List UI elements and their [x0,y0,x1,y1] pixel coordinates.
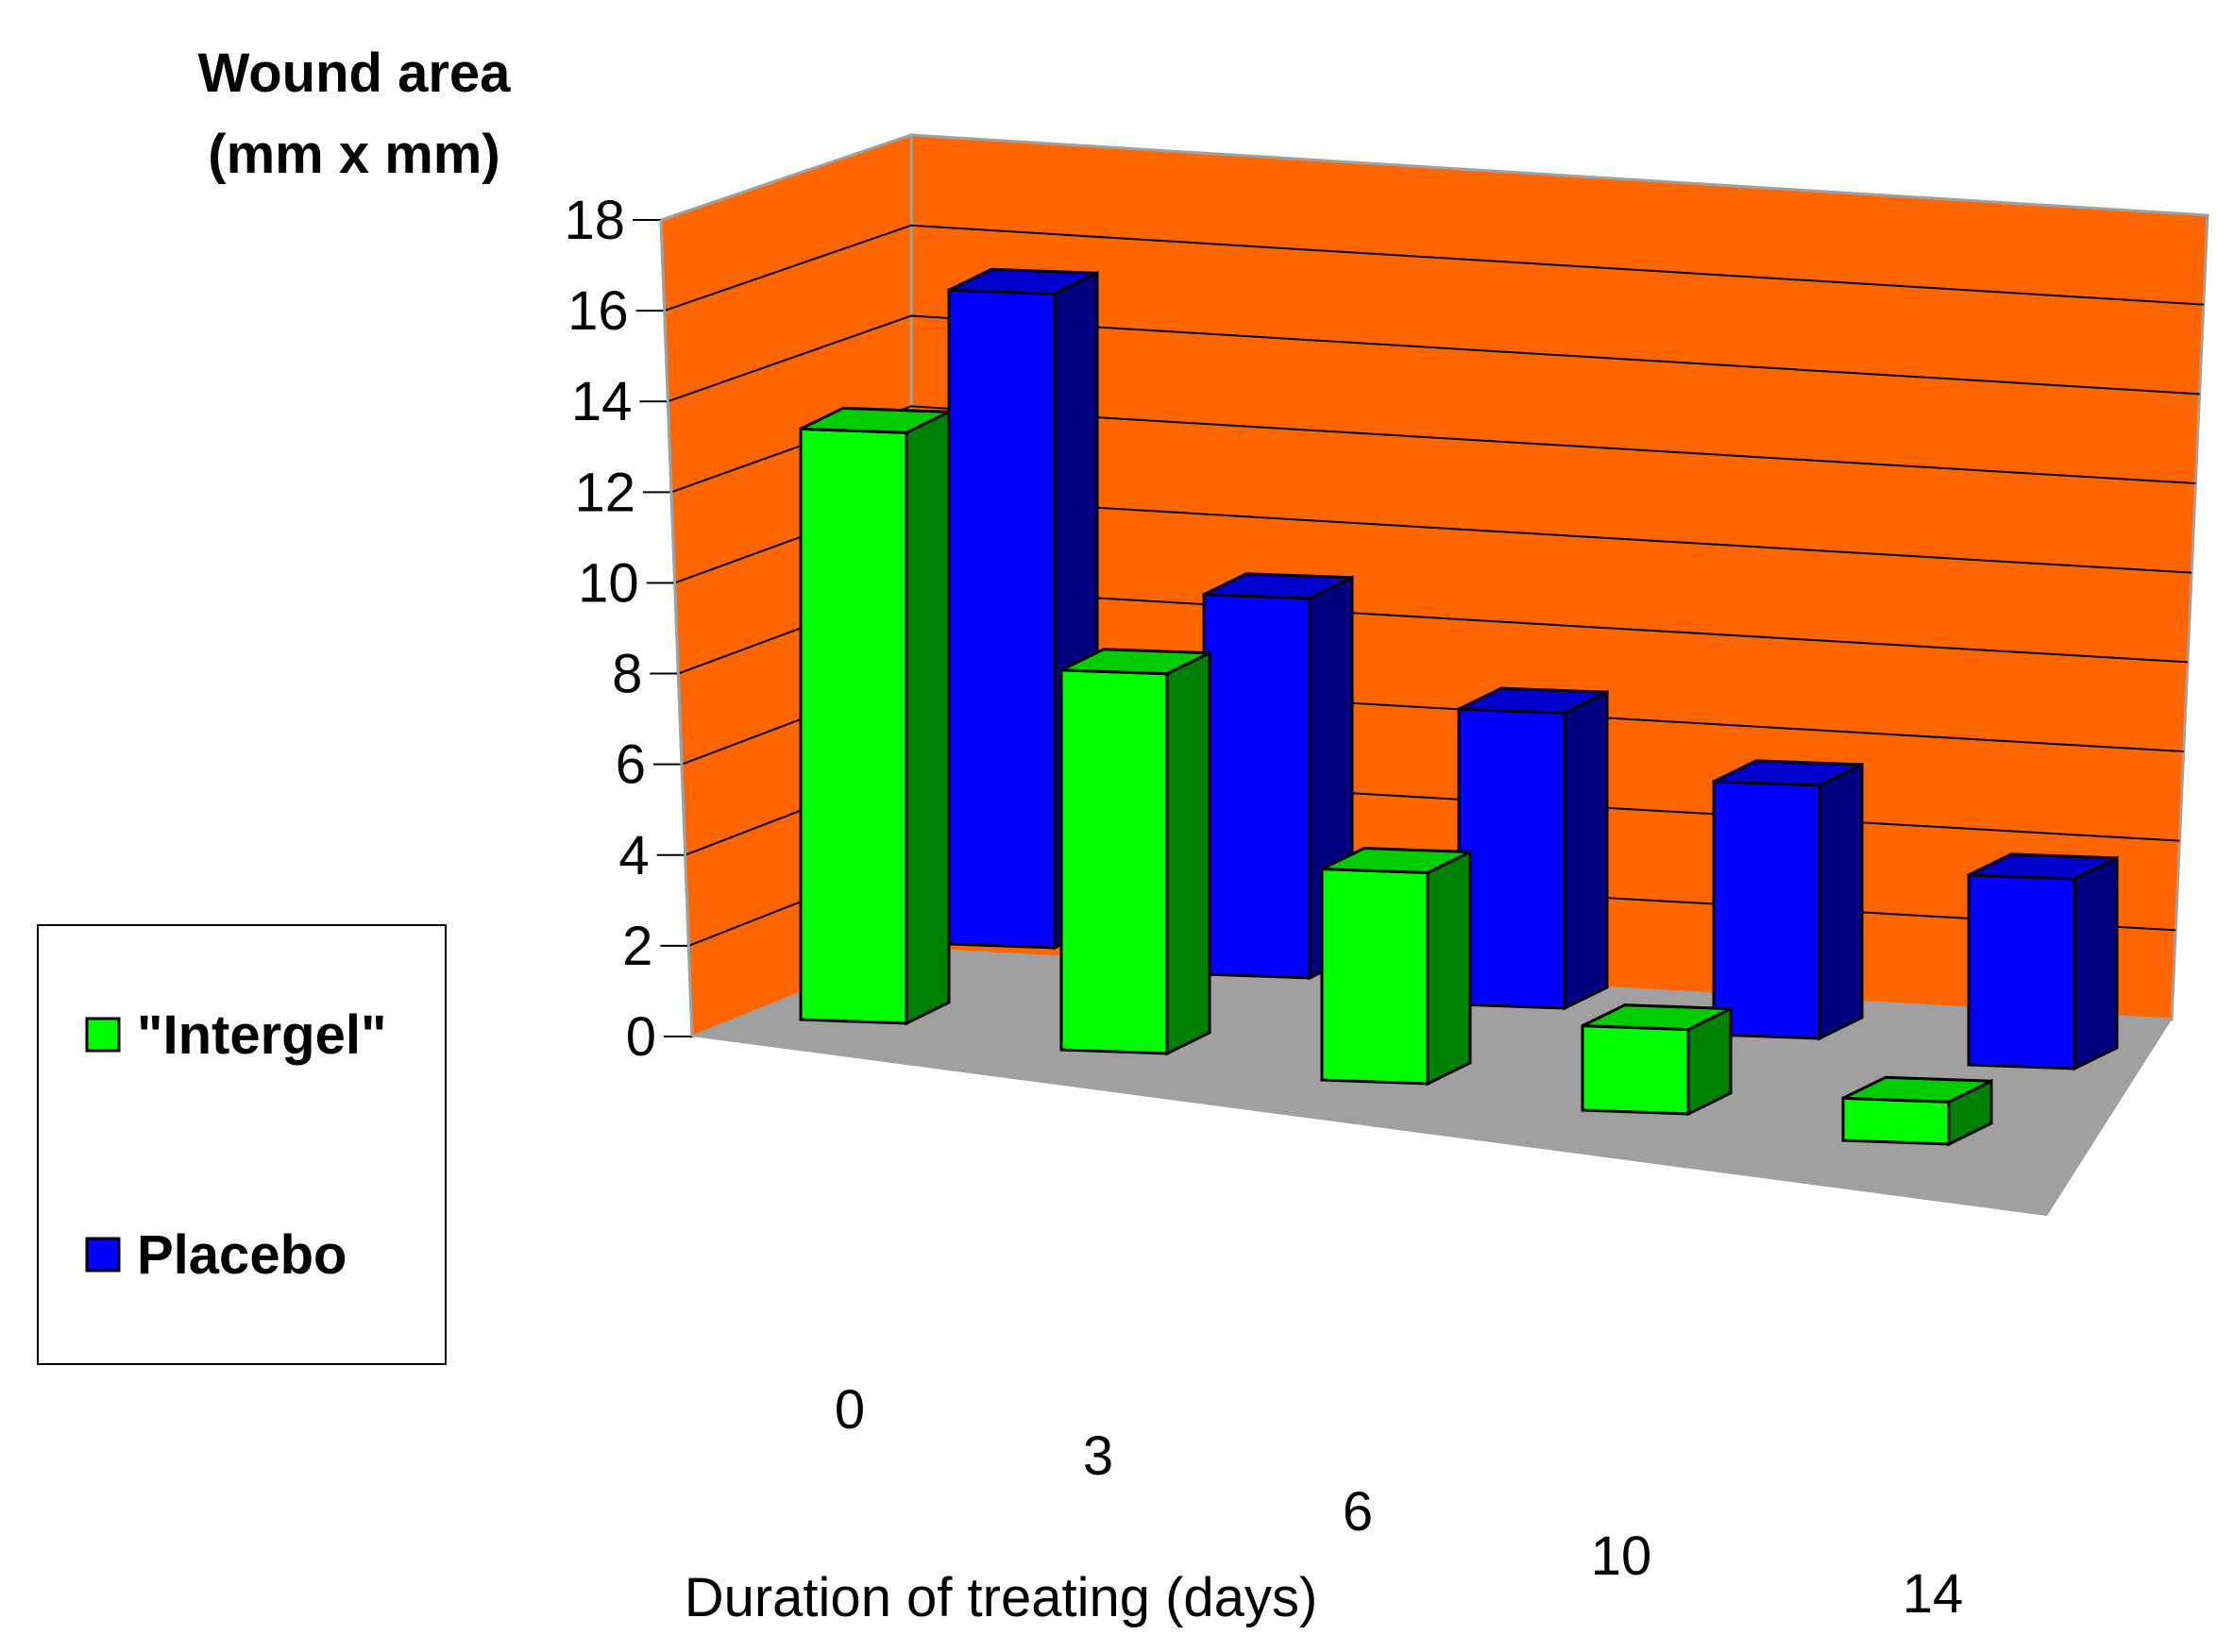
y-tick-label: 14 [571,371,633,432]
bar-side [1426,850,1472,1087]
bar-front [1967,873,2076,1070]
bar-front [1320,867,1430,1086]
y-tick-label: 4 [618,825,649,886]
gridline [668,314,2200,403]
bar-side [1818,762,1864,1041]
bar-top [1060,648,1210,676]
legend-label-intergel: "Intergel" [137,1004,386,1066]
bar-top [1842,1075,1992,1104]
bar-top [1203,572,1353,600]
x-tick-label: 10 [1591,1526,1652,1587]
y-tick-label: 12 [574,462,635,523]
x-tick-label: 3 [1083,1425,1113,1487]
y-tick-label: 0 [626,1006,656,1068]
bar-front [1457,707,1566,1010]
gridline [664,224,2204,312]
bar-top [948,267,1098,295]
legend-swatch-intergel [85,1017,121,1053]
bar-top [1713,759,1863,787]
y-tick-label: 10 [578,552,639,614]
y-tick-label: 6 [616,734,646,796]
bar-top [1458,686,1608,715]
y-tick-label: 18 [564,190,625,251]
y-axis-title-line2: (mm x mm) [208,124,499,185]
bar-top [1582,1003,1732,1032]
bar-side [1563,689,1609,1011]
x-ticks: 0 3 6 10 14 [835,1379,1963,1625]
y-axis: 0 2 4 6 8 10 12 14 16 18 [564,190,694,1068]
y-axis-title-line1: Wound area [198,42,512,104]
bar-side [2073,855,2119,1071]
y-tick-label: 16 [567,280,629,342]
y-axis-line [659,219,694,1037]
legend-swatch-placebo [85,1237,121,1273]
bar-front [1841,1096,1951,1146]
x-tick-label: 6 [1343,1481,1373,1542]
gridline [670,405,2196,494]
legend-box [37,924,447,1365]
bar-front [1581,1024,1690,1116]
bar-top [1321,847,1471,875]
bars [799,267,2119,1147]
bar-front [1059,668,1169,1055]
legend: "Intergel" Placebo [37,924,447,1365]
legend-label-placebo: Placebo [137,1224,347,1286]
bar-front [1712,780,1821,1040]
bar-side [1165,650,1211,1056]
bar-top [1968,852,2118,881]
bar-front [947,288,1057,950]
x-tick-label: 14 [1903,1563,1964,1625]
x-axis-title: Duration of treating (days) [685,1567,1318,1628]
bar-side [905,409,951,1026]
bar-front [799,427,908,1025]
x-tick-label: 0 [835,1379,865,1441]
bar-top [800,406,950,434]
bar-front [1202,593,1312,980]
y-tick-label: 2 [622,916,652,977]
y-tick-label: 8 [612,644,642,705]
